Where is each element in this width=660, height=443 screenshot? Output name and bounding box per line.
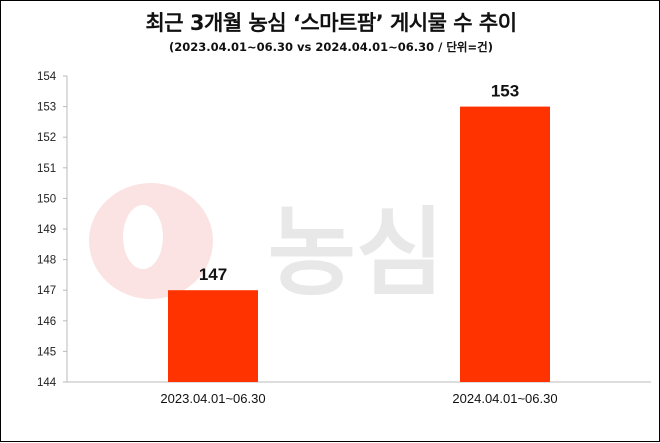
y-tick-label: 146 <box>37 316 56 328</box>
y-tick-label: 149 <box>37 224 56 236</box>
data-label: 153 <box>491 82 519 101</box>
y-tick-label: 144 <box>37 377 57 389</box>
y-tick-label: 150 <box>37 193 56 205</box>
watermark-text: 농심 <box>268 197 445 309</box>
y-tick-label: 154 <box>37 71 57 83</box>
y-tick-label: 152 <box>37 132 56 144</box>
chart-subtitle: (2023.04.01~06.30 vs 2024.04.01~06.30 / … <box>169 40 493 54</box>
data-labels: 147 2023.04.01~06.30 153 2024.04.01~06.30 <box>160 82 557 406</box>
bars <box>168 106 550 382</box>
x-tick-label: 2024.04.01~06.30 <box>452 391 557 406</box>
axes: 144 145 146 147 148 149 150 151 152 153 154 <box>37 71 651 389</box>
y-tick-label: 151 <box>37 163 56 175</box>
watermark-logo: 농심 <box>89 183 444 309</box>
y-tick-label: 148 <box>37 255 56 267</box>
x-tick-label: 2023.04.01~06.30 <box>160 391 265 406</box>
chart-title: 최근 3개월 농심 ‘스마트팜’ 게시물 수 추이 <box>145 11 517 35</box>
y-tick-label: 153 <box>37 102 56 114</box>
bar <box>168 290 258 382</box>
data-label: 147 <box>199 265 227 284</box>
bar <box>460 106 550 382</box>
y-tick-label: 145 <box>37 346 56 358</box>
y-tick-label: 147 <box>37 285 56 297</box>
